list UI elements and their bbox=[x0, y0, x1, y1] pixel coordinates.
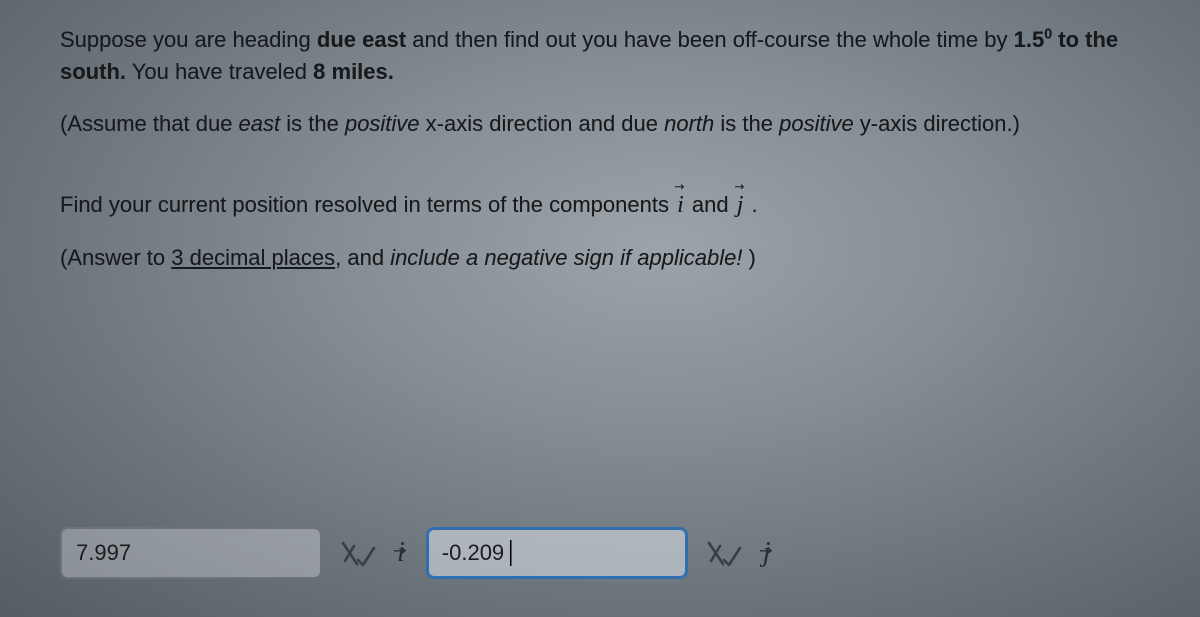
vector-arrow-icon bbox=[735, 182, 746, 190]
pencil-check-icon bbox=[706, 538, 742, 568]
vector-arrow-icon bbox=[394, 530, 408, 539]
vector-arrow-icon bbox=[675, 182, 686, 190]
pencil-check-icon bbox=[340, 538, 376, 568]
p3-prefix: Find your current position resolved in t… bbox=[60, 192, 675, 217]
p3-and: and bbox=[692, 192, 735, 217]
problem-paragraph-1: Suppose you are heading due east and the… bbox=[60, 24, 1140, 88]
p4-suffix: , and include a negative sign if applica… bbox=[335, 245, 756, 270]
p4-underline: 3 decimal places bbox=[171, 245, 335, 270]
p4-prefix: (Answer to bbox=[60, 245, 171, 270]
question-body: Suppose you are heading due east and the… bbox=[0, 0, 1200, 274]
vector-i-symbol: i bbox=[675, 188, 686, 223]
vector-j-symbol: j bbox=[735, 188, 746, 223]
answer-row: i j bbox=[60, 527, 1140, 579]
p3-suffix: . bbox=[752, 192, 758, 217]
i-component-input[interactable] bbox=[60, 527, 322, 579]
problem-paragraph-3: Find your current position resolved in t… bbox=[60, 188, 1140, 223]
vector-j-label: j bbox=[760, 537, 774, 569]
problem-paragraph-4: (Answer to 3 decimal places, and include… bbox=[60, 242, 1140, 274]
vector-i-label: i bbox=[394, 537, 408, 569]
problem-paragraph-2: (Assume that due east is the positive x-… bbox=[60, 108, 1140, 140]
j-component-input[interactable] bbox=[426, 527, 688, 579]
vector-arrow-icon bbox=[760, 530, 774, 539]
